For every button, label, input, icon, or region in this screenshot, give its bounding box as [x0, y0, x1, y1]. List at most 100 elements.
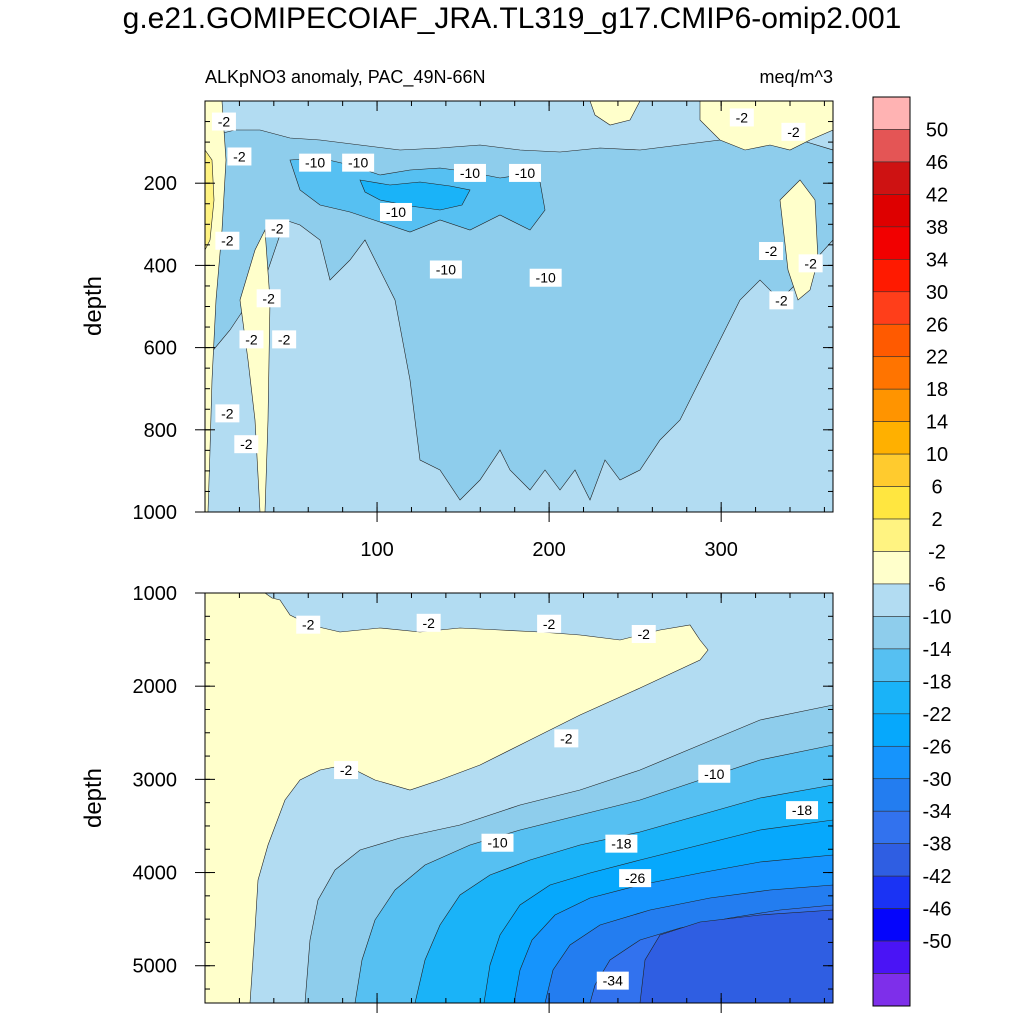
colorbar-label: 42	[926, 184, 948, 206]
colorbar-label: 34	[926, 249, 948, 271]
contour-label-box	[798, 254, 823, 273]
colorbar-label: -26	[923, 736, 952, 758]
upper-fill-deep-light	[205, 219, 833, 512]
contour-label: -10	[515, 165, 535, 181]
figure-title: g.e21.GOMIPECOIAF_JRA.TL319_g17.CMIP6-om…	[122, 2, 902, 35]
colorbar-swatch	[872, 908, 911, 942]
contour-label-box	[342, 153, 375, 172]
contour-label-box	[605, 834, 638, 853]
contour-label: -2	[271, 220, 284, 236]
contour-label: -2	[543, 616, 556, 632]
colorbar-swatch	[872, 681, 911, 715]
contour-label-box	[529, 268, 562, 287]
y-tick-label: 200	[144, 173, 177, 195]
contour-label-box	[729, 108, 754, 127]
upper-fill-coast-strong	[205, 149, 215, 251]
upper-contour-labels: -2 -2 -2 -2 -2 -2 -2 -2 -2 -10 -10 -10 -10 -10 -10 -10 -…	[211, 108, 823, 454]
colorbar-frame	[872, 96, 911, 1007]
colorbar-label: 6	[931, 477, 942, 499]
contour-label: -2	[233, 148, 246, 164]
lower-contour-labels: -2 -2 -2 -2 -2 -2 -10 -10 -18 -18 -26 -34	[296, 613, 819, 990]
y-tick-label: 4000	[133, 863, 178, 885]
colorbar-label: -22	[923, 704, 952, 726]
colorbar-swatch	[872, 648, 911, 682]
colorbar-swatch	[872, 551, 911, 585]
contour-label: -10	[487, 835, 507, 851]
y-tick-label: 800	[144, 420, 177, 442]
colorbar-swatch	[872, 226, 911, 260]
colorbar-label: -38	[923, 834, 952, 856]
colorbar-swatch	[872, 583, 911, 617]
colorbar-swatch	[872, 291, 911, 325]
colorbar-label: -2	[928, 542, 946, 564]
colorbar-swatch	[872, 875, 911, 909]
contour-label: -34	[603, 973, 623, 989]
contour-label: -2	[638, 626, 651, 642]
colorbar-label: -10	[923, 606, 952, 628]
contour-label-box	[256, 289, 281, 308]
upper-fill-core-14	[359, 179, 471, 211]
colorbar-swatch	[872, 356, 911, 390]
contour-label-box	[453, 163, 486, 182]
contour-label-box	[416, 613, 441, 632]
contour-label: -10	[460, 165, 480, 181]
colorbar-swatch	[872, 616, 911, 650]
contour-label: -10	[704, 766, 724, 782]
colorbar-label: 50	[926, 119, 948, 141]
upper-fill-east-positive-2	[589, 101, 641, 126]
contour-label-box	[481, 833, 514, 852]
lower-axis-ticks: 1000 2000 3000 4000 5000	[133, 583, 833, 1013]
colorbar-label: -14	[923, 639, 952, 661]
contour-label: -2	[736, 109, 749, 125]
contour-label-box	[631, 625, 656, 643]
contour-label: -10	[305, 155, 325, 171]
colorbar-label: 30	[926, 282, 948, 304]
contour-label: -2	[560, 730, 573, 746]
colorbar-swatch	[872, 518, 911, 552]
contour-label: -18	[792, 802, 812, 818]
contour-label-box	[215, 404, 240, 423]
contour-label: -2	[262, 290, 275, 306]
contour-label-box	[769, 291, 794, 310]
contour-label: -10	[386, 204, 406, 220]
y-tick-label: 1000	[133, 583, 178, 605]
contour-label-box	[509, 163, 542, 182]
colorbar-label: -34	[923, 801, 952, 823]
contour-label: -26	[625, 870, 645, 886]
colorbar-label: 46	[926, 152, 948, 174]
colorbar-swatch	[872, 194, 911, 228]
contour-label-box	[296, 615, 321, 634]
contour-label: -2	[422, 615, 435, 631]
contour-label-box	[265, 219, 290, 238]
colorbar-label: -46	[923, 899, 952, 921]
contour-label: -2	[221, 233, 234, 249]
contour-label: -2	[221, 405, 234, 421]
x-tick-label: 300	[704, 539, 737, 561]
contour-label: -2	[278, 331, 291, 347]
upper-y-axis-label: depth	[80, 276, 107, 336]
colorbar-label: -18	[923, 671, 952, 693]
colorbar-swatch	[872, 323, 911, 358]
upper-contour-fills	[205, 101, 833, 512]
y-tick-label: 1000	[133, 502, 178, 524]
y-tick-label: 3000	[133, 769, 178, 791]
colorbar-label: -50	[923, 931, 952, 953]
colorbar-label: 10	[926, 444, 948, 466]
contour-label: -2	[804, 255, 817, 271]
contour-label-box	[759, 242, 784, 261]
contour-label: -2	[775, 292, 788, 308]
contour-label-box	[215, 231, 240, 250]
contour-label-box	[786, 801, 819, 820]
contour-label-box	[334, 761, 359, 780]
lower-contour-fills	[249, 593, 833, 1003]
contour-label-box	[554, 729, 579, 748]
y-tick-label: 600	[144, 338, 177, 360]
colorbar-swatch	[872, 745, 911, 780]
contour-label-box	[429, 260, 462, 279]
colorbar-swatch	[872, 486, 911, 520]
colorbar-swatch	[872, 940, 911, 974]
contour-label: -2	[240, 436, 253, 452]
